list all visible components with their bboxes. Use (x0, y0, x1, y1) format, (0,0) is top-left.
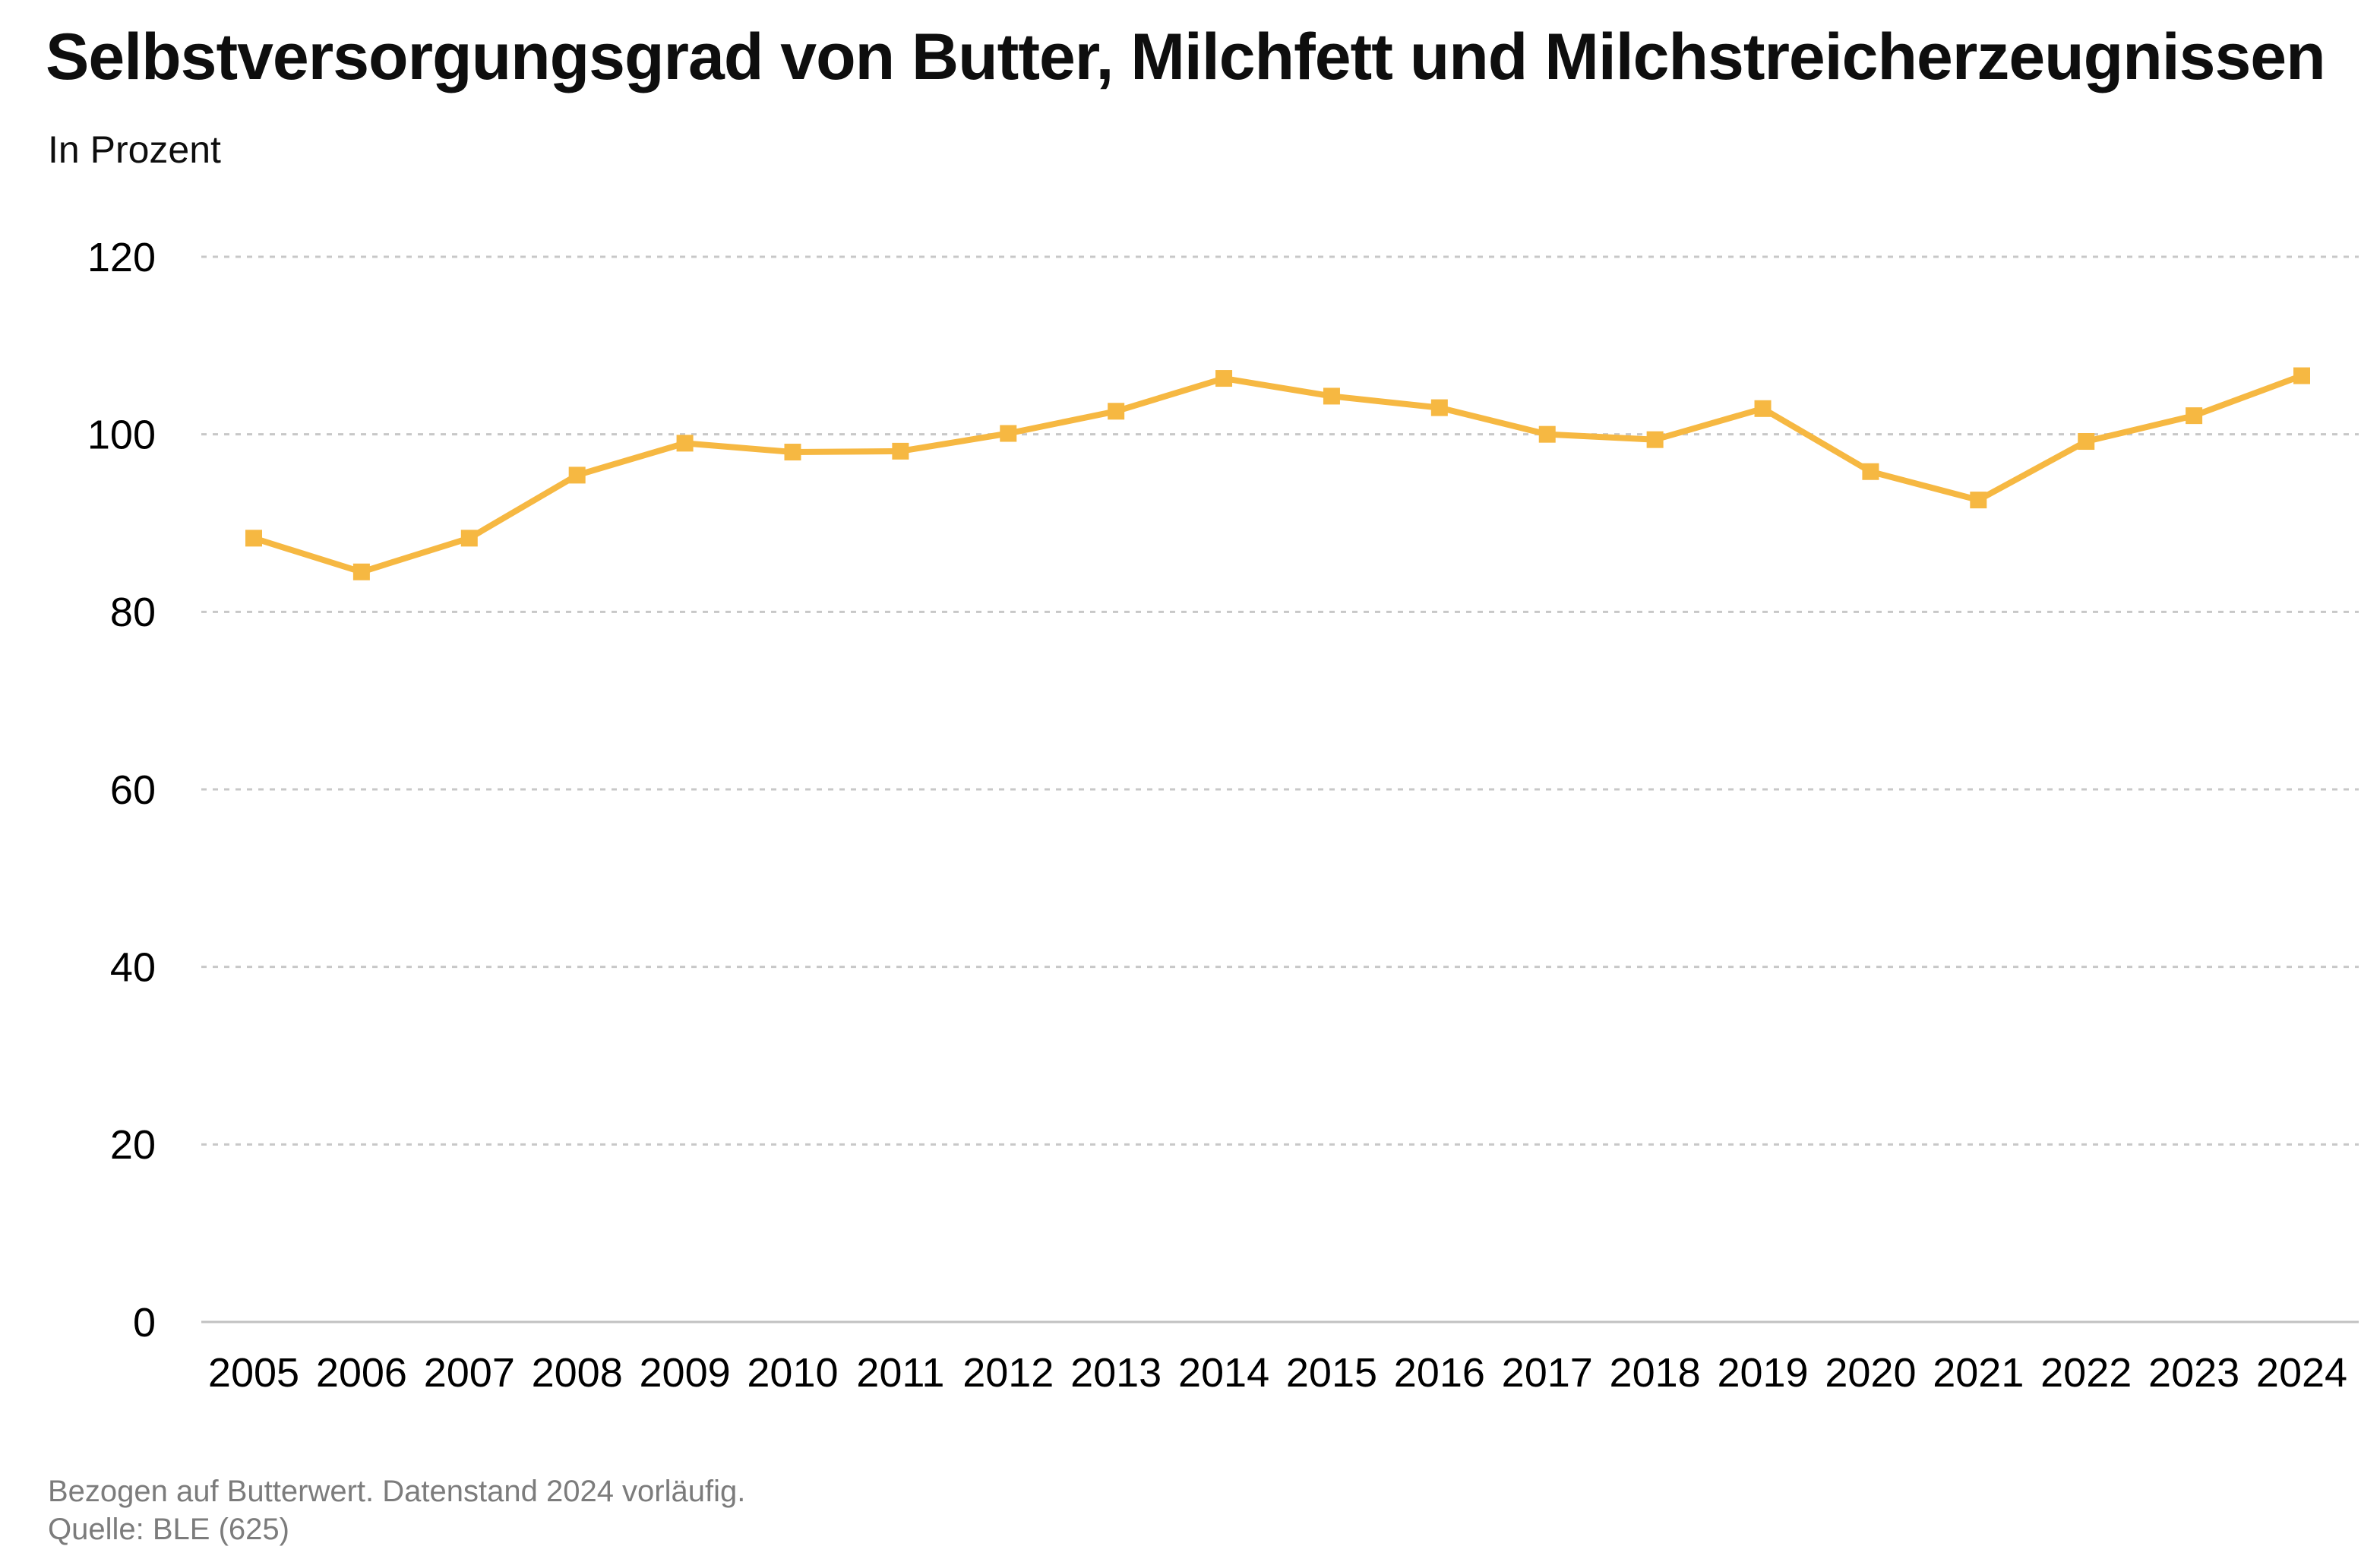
x-axis-tick-label: 2019 (1717, 1350, 1808, 1396)
chart-title: Selbstversorgungsgrad von Butter, Milchf… (46, 21, 2326, 93)
data-point-marker (245, 530, 262, 547)
x-axis-tick-label: 2005 (208, 1350, 299, 1396)
data-point-marker (2078, 433, 2095, 451)
y-axis-tick-label: 60 (110, 767, 156, 813)
data-point-marker (1754, 400, 1772, 417)
y-axis-tick-label: 120 (87, 235, 156, 280)
data-point-marker (1430, 399, 1448, 416)
data-point-marker (2186, 407, 2203, 425)
x-axis-tick-label: 2007 (424, 1350, 515, 1396)
data-point-marker (1646, 431, 1664, 448)
data-point-marker (1323, 387, 1340, 405)
data-point-marker (1215, 370, 1233, 387)
x-axis-tick-label: 2015 (1286, 1350, 1377, 1396)
x-axis-tick-label: 2013 (1070, 1350, 1162, 1396)
data-point-marker (1970, 492, 1987, 509)
data-point-marker (352, 563, 370, 580)
y-axis-tick-label: 0 (133, 1300, 156, 1346)
data-point-marker (676, 435, 694, 452)
data-point-marker (460, 530, 478, 547)
y-axis-tick-label: 40 (110, 945, 156, 991)
chart-source: Quelle: BLE (625) (48, 1513, 289, 1546)
data-point-marker (1000, 425, 1017, 442)
x-axis-tick-label: 2023 (2148, 1350, 2239, 1396)
x-axis-tick-label: 2010 (747, 1350, 838, 1396)
data-point-marker (2293, 367, 2310, 384)
data-point-marker (784, 444, 801, 461)
x-axis-tick-label: 2012 (962, 1350, 1054, 1396)
series-line (252, 372, 2303, 575)
x-axis-tick-label: 2022 (2040, 1350, 2132, 1396)
data-point-marker (1108, 403, 1125, 420)
x-axis-tick-label: 2016 (1394, 1350, 1485, 1396)
x-axis-tick-label: 2014 (1178, 1350, 1269, 1396)
x-axis-tick-label: 2008 (532, 1350, 623, 1396)
data-point-marker (1862, 463, 1879, 480)
data-point-marker (892, 442, 909, 460)
x-axis-tick-label: 2024 (2256, 1350, 2347, 1396)
data-point-marker (1538, 425, 1556, 443)
x-axis-tick-label: 2006 (316, 1350, 407, 1396)
data-point-marker (568, 466, 586, 484)
chart-footer: Bezogen auf Butterwert. Datenstand 2024 … (48, 1472, 745, 1548)
x-axis-tick-label: 2020 (1825, 1350, 1916, 1396)
x-axis-tick-label: 2009 (640, 1350, 731, 1396)
x-axis-tick-label: 2011 (856, 1350, 944, 1396)
y-axis-tick-label: 80 (110, 590, 156, 635)
x-axis-tick-label: 2021 (1933, 1350, 2024, 1396)
chart-subtitle: In Prozent (48, 128, 221, 171)
x-axis-tick-label: 2017 (1502, 1350, 1593, 1396)
y-axis-tick-label: 20 (110, 1122, 156, 1168)
chart-note: Bezogen auf Butterwert. Datenstand 2024 … (48, 1475, 746, 1508)
x-axis-tick-label: 2018 (1610, 1350, 1701, 1396)
y-axis-tick-label: 100 (87, 413, 156, 458)
